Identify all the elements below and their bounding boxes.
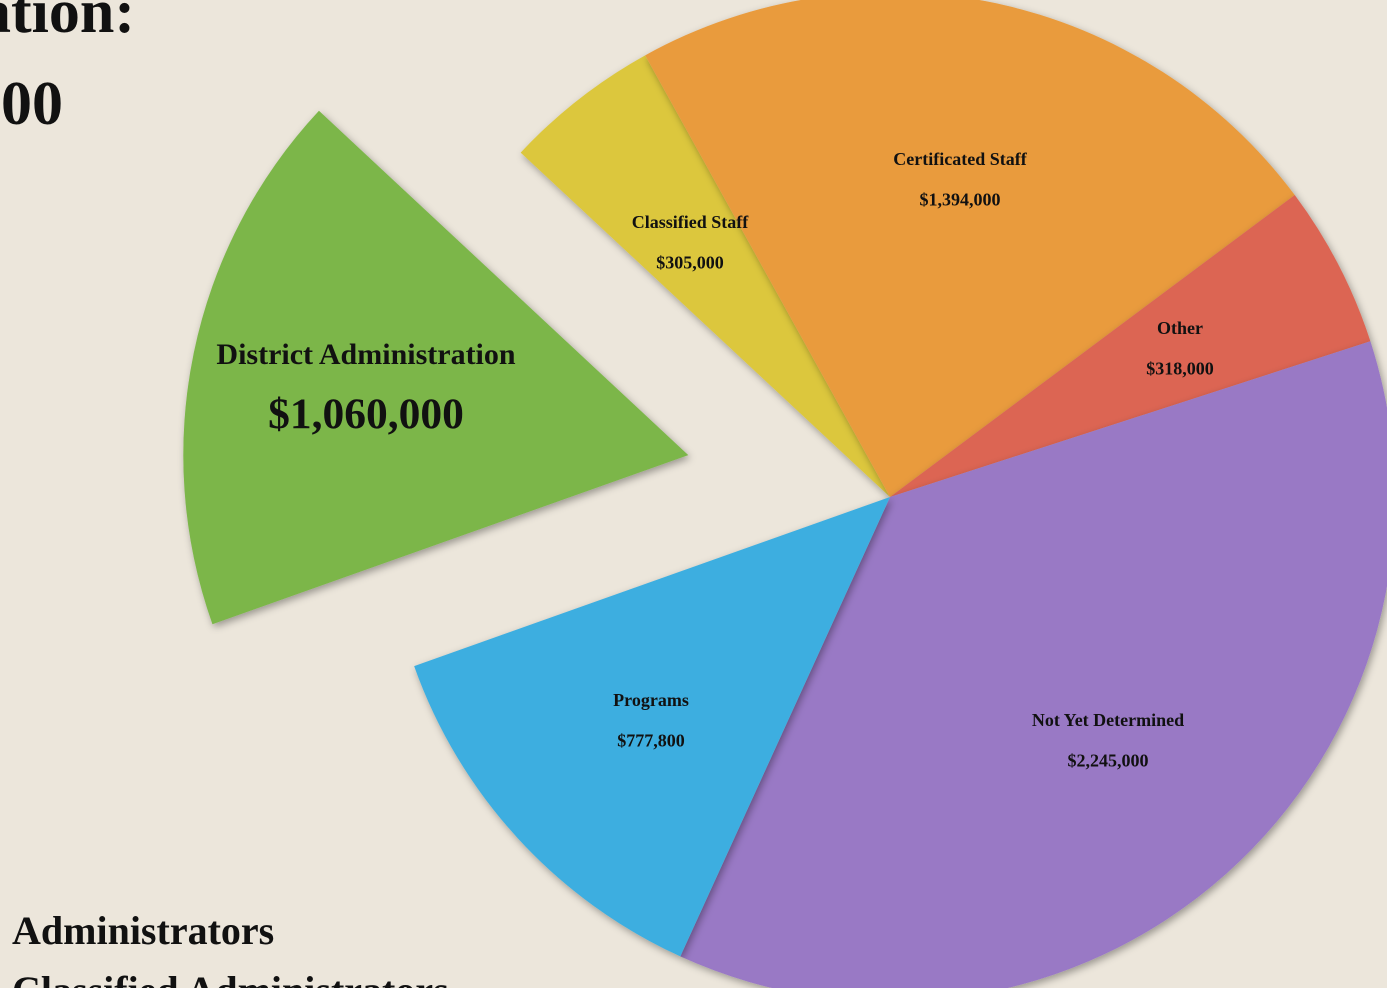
pie-slice [680, 341, 1387, 988]
slice-value: $1,394,000 [920, 190, 1001, 210]
pie-slice [183, 110, 689, 625]
slice-value: $2,245,000 [1068, 751, 1149, 771]
pie-slice [520, 55, 890, 498]
slice-value: $777,800 [617, 731, 685, 751]
slice-label: Classified Staff [632, 212, 750, 232]
pie-slice [645, 0, 1295, 497]
bullet-text: Classified Administrators [12, 968, 449, 988]
pie [183, 0, 1387, 988]
slice-label: Not Yet Determined [1032, 710, 1184, 730]
slice-label: Certificated Staff [893, 149, 1027, 169]
slice-value: $318,000 [1146, 359, 1214, 379]
title-fragment: 000 [0, 70, 63, 138]
pie-slice [414, 497, 890, 957]
slice-label: District Administration [216, 338, 515, 371]
title-fragment: ation: [0, 0, 135, 46]
slice-label: Programs [613, 690, 689, 710]
slice-label: Other [1157, 318, 1203, 338]
slice-value: $305,000 [656, 253, 724, 273]
slice-value: $1,060,000 [268, 390, 464, 438]
bullet-text: Administrators [12, 908, 274, 953]
labels: Classified Staff $305,000 Certificated Sta… [216, 149, 1213, 771]
pie-slice [890, 195, 1371, 498]
